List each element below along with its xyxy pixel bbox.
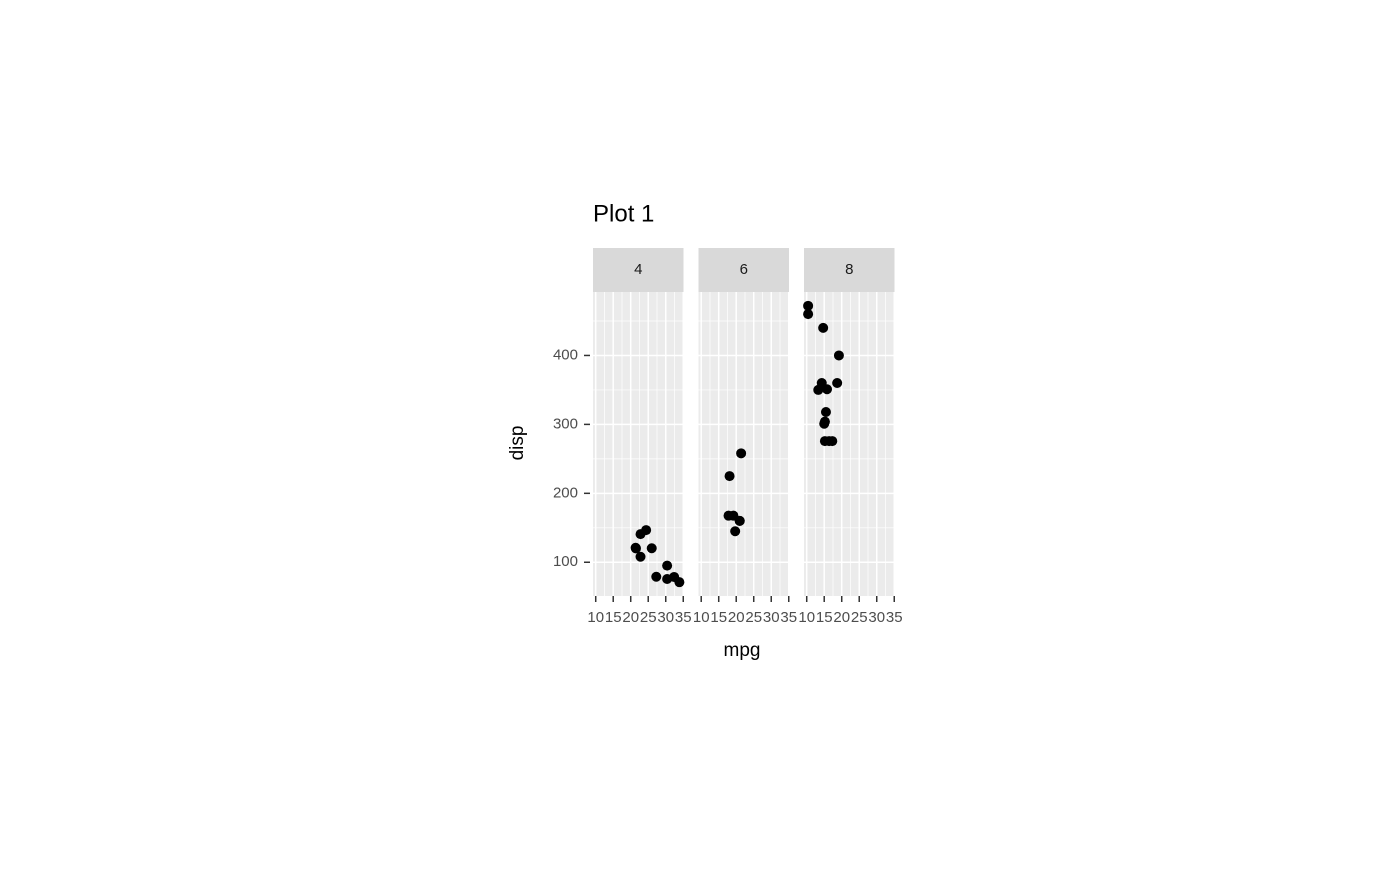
point: [630, 542, 641, 553]
point: [724, 471, 735, 482]
point: [819, 436, 830, 447]
strip-label: 8: [845, 261, 853, 278]
point: [827, 436, 838, 447]
point: [803, 300, 814, 311]
x-tick-label: 30: [657, 609, 674, 626]
y-tick-label: 400: [553, 346, 578, 363]
x-tick-label: 15: [605, 609, 622, 626]
point: [723, 510, 734, 521]
point: [730, 526, 741, 537]
point: [662, 560, 673, 571]
point: [818, 322, 829, 333]
x-tick-label: 20: [728, 609, 745, 626]
x-tick-label: 10: [693, 609, 710, 626]
x-tick-label: 20: [833, 609, 850, 626]
point: [651, 571, 662, 582]
strip-background: [698, 248, 789, 292]
point: [736, 448, 747, 459]
x-tick-label: 35: [675, 609, 692, 626]
x-tick-label: 20: [622, 609, 639, 626]
x-tick-label: 25: [640, 609, 657, 626]
x-tick-label: 25: [745, 609, 762, 626]
x-tick-label: 30: [763, 609, 780, 626]
y-tick-label: 300: [553, 415, 578, 432]
chart-title: Plot 1: [593, 200, 654, 227]
x-tick-label: 25: [851, 609, 868, 626]
x-axis-title: mpg: [724, 640, 761, 661]
point: [803, 309, 814, 320]
x-tick-label: 10: [798, 609, 815, 626]
point: [813, 384, 824, 395]
x-tick-label: 30: [868, 609, 885, 626]
strip-background: [804, 248, 895, 292]
strip-label: 4: [634, 261, 642, 278]
point: [674, 577, 685, 588]
point: [833, 350, 844, 361]
point: [635, 529, 646, 540]
point: [822, 384, 833, 395]
point: [635, 551, 646, 562]
x-tick-label: 35: [780, 609, 797, 626]
panel-background: [804, 292, 895, 596]
point: [646, 543, 657, 554]
panel-background: [698, 292, 789, 596]
x-tick-label: 10: [587, 609, 604, 626]
y-tick-label: 100: [553, 553, 578, 570]
strip-background: [593, 248, 684, 292]
point: [832, 378, 843, 389]
y-axis-title: disp: [507, 426, 528, 461]
x-tick-label: 15: [710, 609, 727, 626]
point: [820, 406, 831, 417]
x-tick-label: 35: [886, 609, 903, 626]
y-tick-label: 200: [553, 484, 578, 501]
x-tick-label: 15: [816, 609, 833, 626]
point: [662, 574, 673, 585]
strip-label: 6: [740, 261, 748, 278]
point: [819, 418, 830, 429]
